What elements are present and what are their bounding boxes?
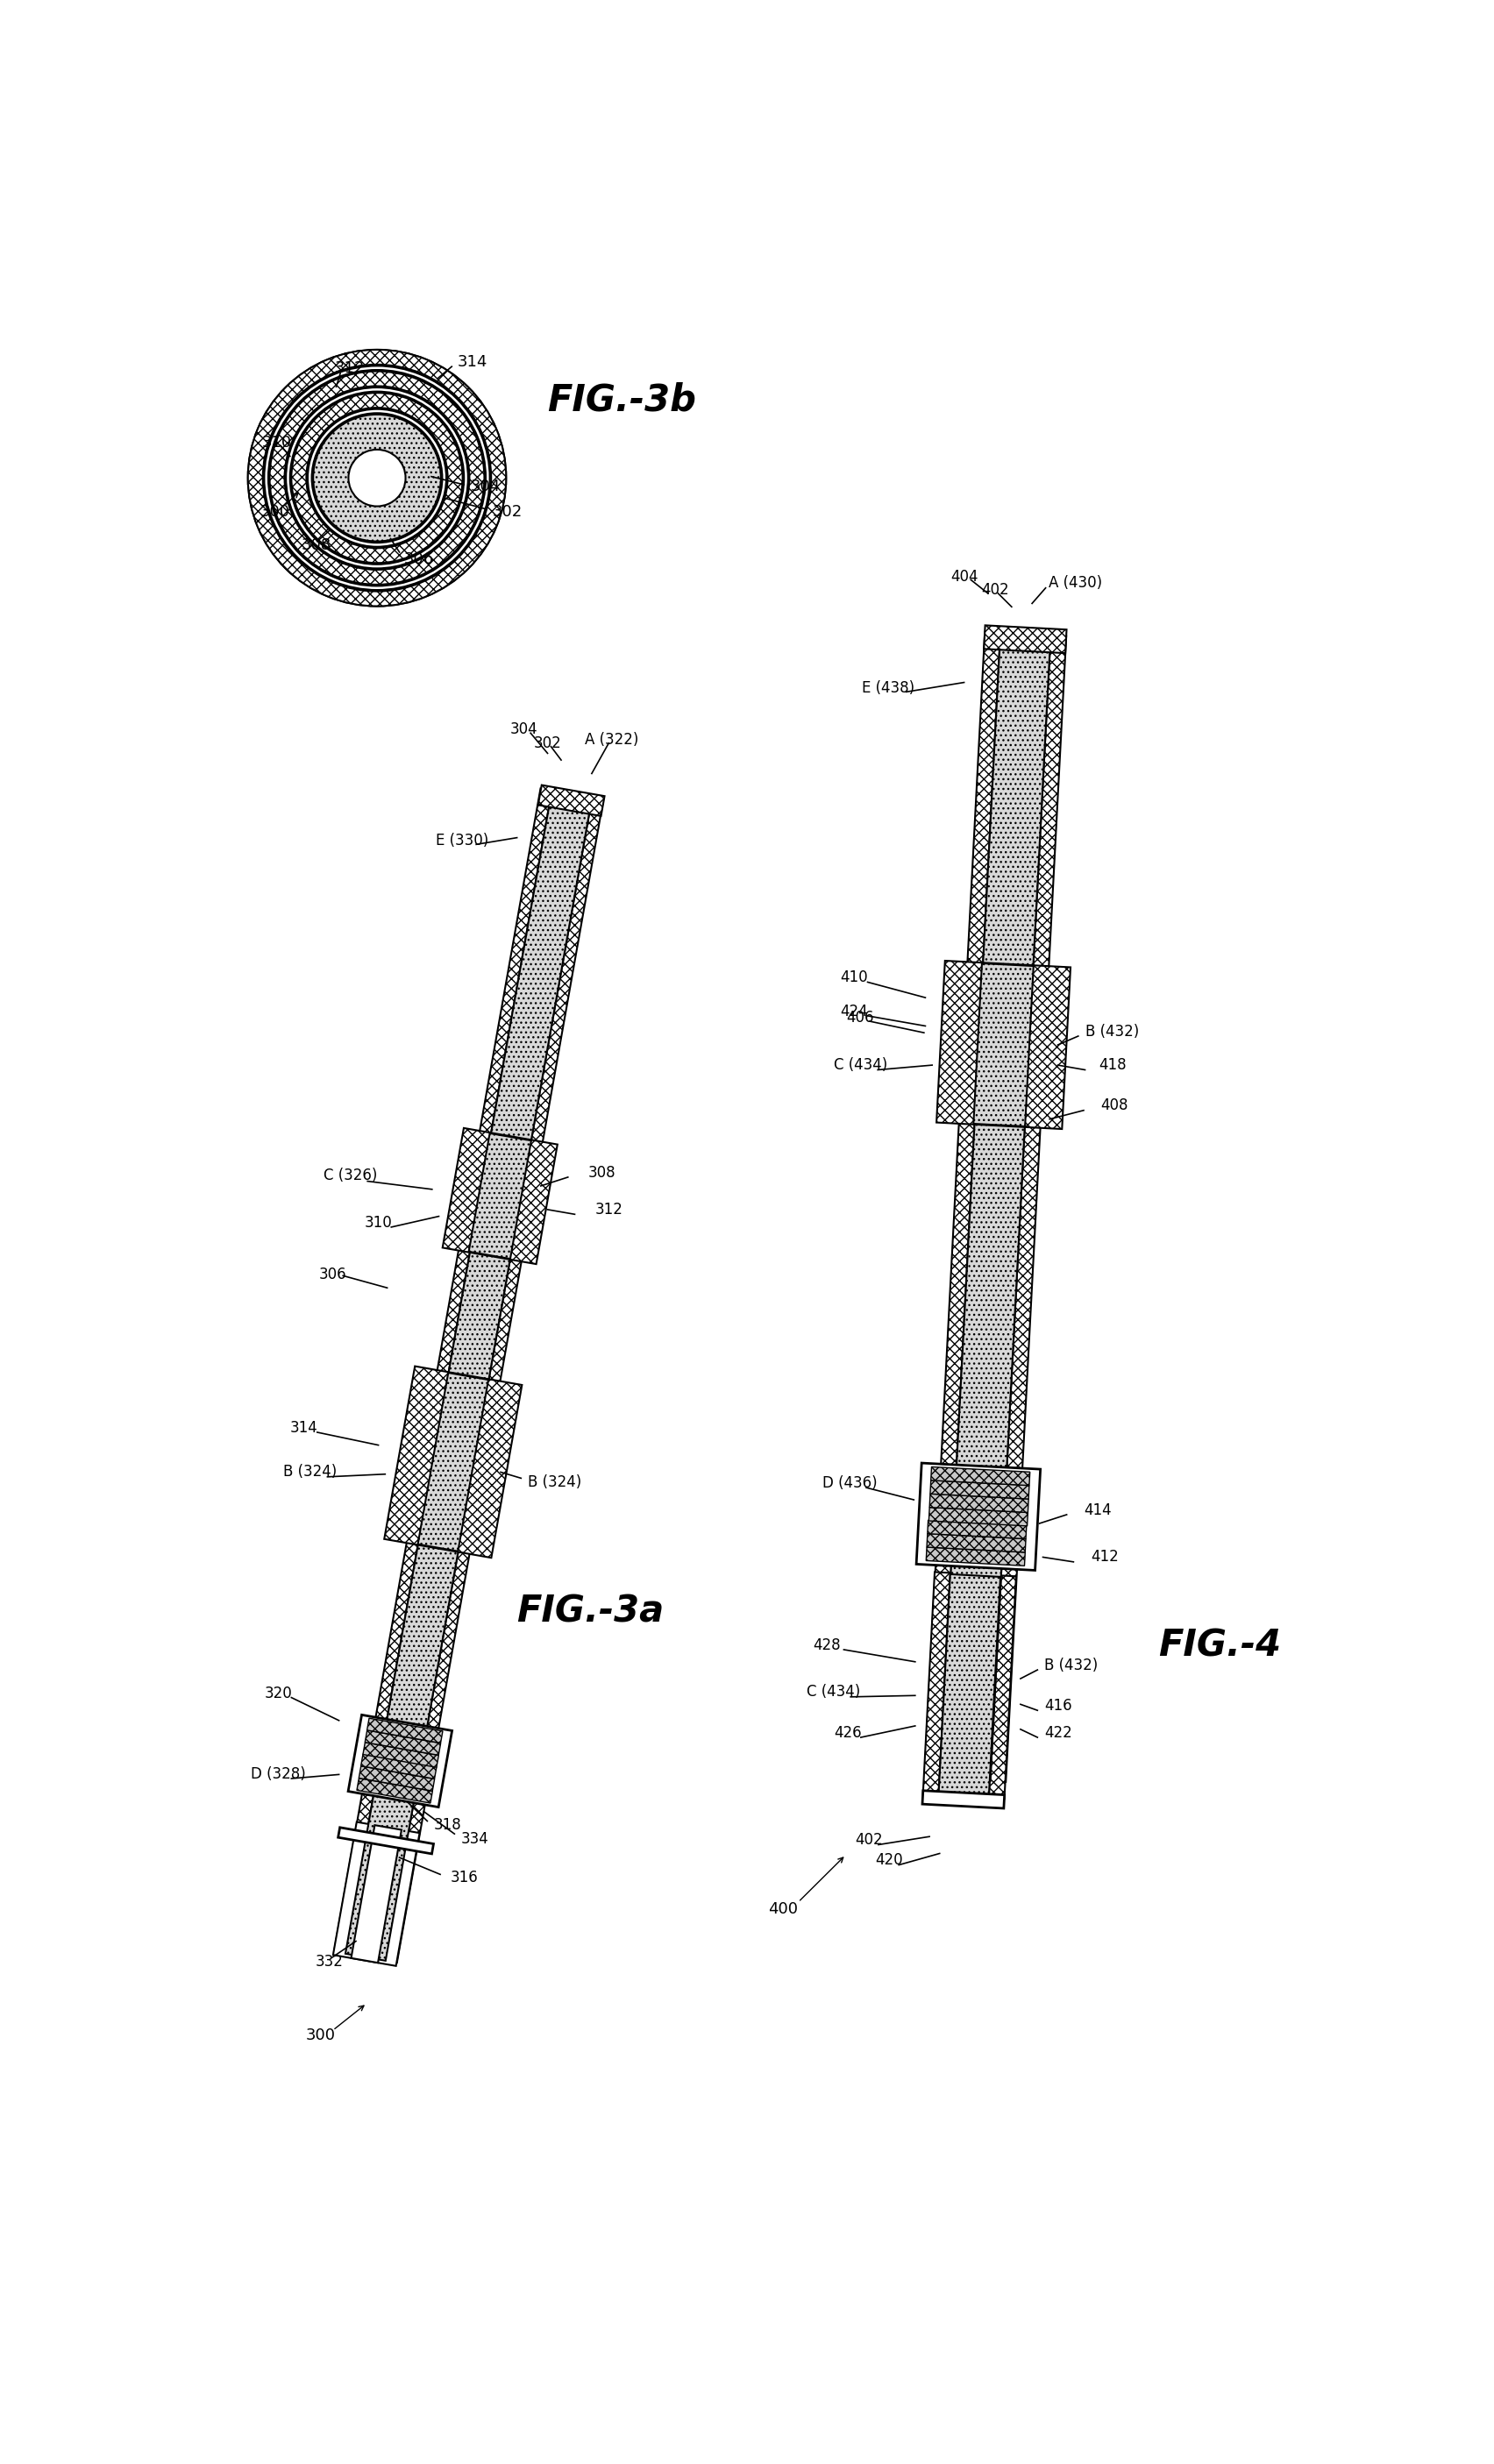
Bar [351, 1826, 402, 1964]
Text: 316: 316 [450, 1870, 478, 1885]
Text: B (432): B (432) [1044, 1658, 1098, 1673]
Text: 302: 302 [533, 734, 562, 752]
Bar [359, 1767, 435, 1791]
Text: 306: 306 [405, 552, 435, 567]
Text: FIG.-3b: FIG.-3b [547, 382, 696, 419]
Bar [937, 961, 1071, 1129]
Bar [538, 786, 605, 816]
Text: 418: 418 [1098, 1057, 1126, 1072]
Text: 312: 312 [335, 360, 365, 377]
Text: 332: 332 [315, 1954, 344, 1969]
Bar [931, 1481, 1029, 1498]
Bar [338, 1828, 433, 1853]
Bar [333, 1821, 420, 1966]
Bar [931, 1466, 1029, 1486]
Bar [368, 1717, 442, 1742]
Bar [365, 1730, 441, 1754]
Bar [345, 791, 592, 1961]
Bar [923, 1572, 1016, 1799]
Bar [938, 1574, 1001, 1796]
Text: 308: 308 [589, 1165, 616, 1180]
Bar [916, 1464, 1040, 1570]
Text: 402: 402 [855, 1833, 883, 1848]
Bar [348, 1715, 453, 1806]
Bar [940, 633, 1052, 1781]
Bar [925, 631, 1067, 1781]
Text: A (322): A (322) [586, 732, 639, 747]
Bar [357, 1779, 433, 1804]
Wedge shape [269, 372, 484, 584]
Text: 308: 308 [300, 537, 330, 554]
Text: FIG.-4: FIG.-4 [1158, 1626, 1282, 1663]
Text: FIG.-3a: FIG.-3a [517, 1594, 663, 1631]
Bar [929, 1493, 1028, 1513]
Text: 306: 306 [320, 1266, 347, 1281]
Bar [363, 1742, 439, 1767]
Text: D (328): D (328) [251, 1767, 306, 1781]
Text: 320: 320 [264, 1685, 291, 1700]
Bar [442, 1129, 557, 1264]
Text: 416: 416 [1044, 1698, 1073, 1712]
Text: C (434): C (434) [834, 1057, 887, 1072]
Text: 304: 304 [509, 722, 538, 737]
Text: 310: 310 [365, 1215, 391, 1232]
Text: C (434): C (434) [807, 1685, 861, 1700]
Text: 314: 314 [290, 1419, 318, 1437]
Wedge shape [291, 392, 463, 562]
Bar [418, 1372, 489, 1552]
Text: 426: 426 [834, 1725, 862, 1740]
Bar [928, 1520, 1026, 1540]
Bar [985, 626, 1067, 653]
Bar [929, 1508, 1028, 1525]
Text: 406: 406 [846, 1010, 874, 1025]
Wedge shape [285, 387, 468, 569]
Bar [384, 1365, 521, 1557]
Text: 334: 334 [462, 1831, 489, 1846]
Text: 410: 410 [841, 968, 868, 986]
Bar [938, 1574, 1001, 1796]
Text: 300: 300 [260, 503, 290, 520]
Text: 420: 420 [875, 1853, 902, 1868]
Text: D (436): D (436) [822, 1476, 877, 1491]
Text: 314: 314 [457, 355, 487, 370]
Bar [335, 788, 604, 1964]
Wedge shape [308, 409, 447, 547]
Text: 422: 422 [1044, 1725, 1073, 1740]
Text: 302: 302 [493, 503, 523, 520]
Bar [345, 791, 593, 1961]
Circle shape [248, 350, 506, 606]
Text: 414: 414 [1083, 1503, 1112, 1518]
Text: 404: 404 [950, 569, 979, 584]
Text: 310: 310 [261, 436, 291, 451]
Text: B (324): B (324) [284, 1464, 338, 1481]
Bar [362, 1754, 436, 1779]
Text: A (430): A (430) [1049, 574, 1103, 591]
Wedge shape [248, 350, 506, 606]
Text: 408: 408 [1101, 1099, 1128, 1114]
Bar [940, 633, 1050, 1781]
Wedge shape [264, 365, 490, 589]
Text: 318: 318 [435, 1818, 462, 1833]
Text: 428: 428 [813, 1636, 841, 1653]
Text: E (438): E (438) [862, 680, 914, 695]
Text: C (326): C (326) [323, 1168, 376, 1183]
Text: 412: 412 [1091, 1550, 1119, 1565]
Text: E (330): E (330) [435, 833, 489, 850]
Bar [922, 1791, 1004, 1809]
Text: 312: 312 [595, 1202, 623, 1217]
Bar [926, 1533, 1026, 1552]
Text: 424: 424 [841, 1003, 868, 1020]
Text: 300: 300 [306, 2028, 336, 2043]
Bar [469, 1133, 532, 1259]
Text: 400: 400 [768, 1900, 798, 1917]
Text: 402: 402 [982, 582, 1008, 599]
Text: 304: 304 [471, 478, 500, 495]
Wedge shape [314, 414, 441, 542]
Text: B (324): B (324) [527, 1473, 581, 1491]
Text: B (432): B (432) [1085, 1023, 1138, 1040]
Bar [974, 963, 1034, 1126]
Bar [926, 1547, 1025, 1565]
